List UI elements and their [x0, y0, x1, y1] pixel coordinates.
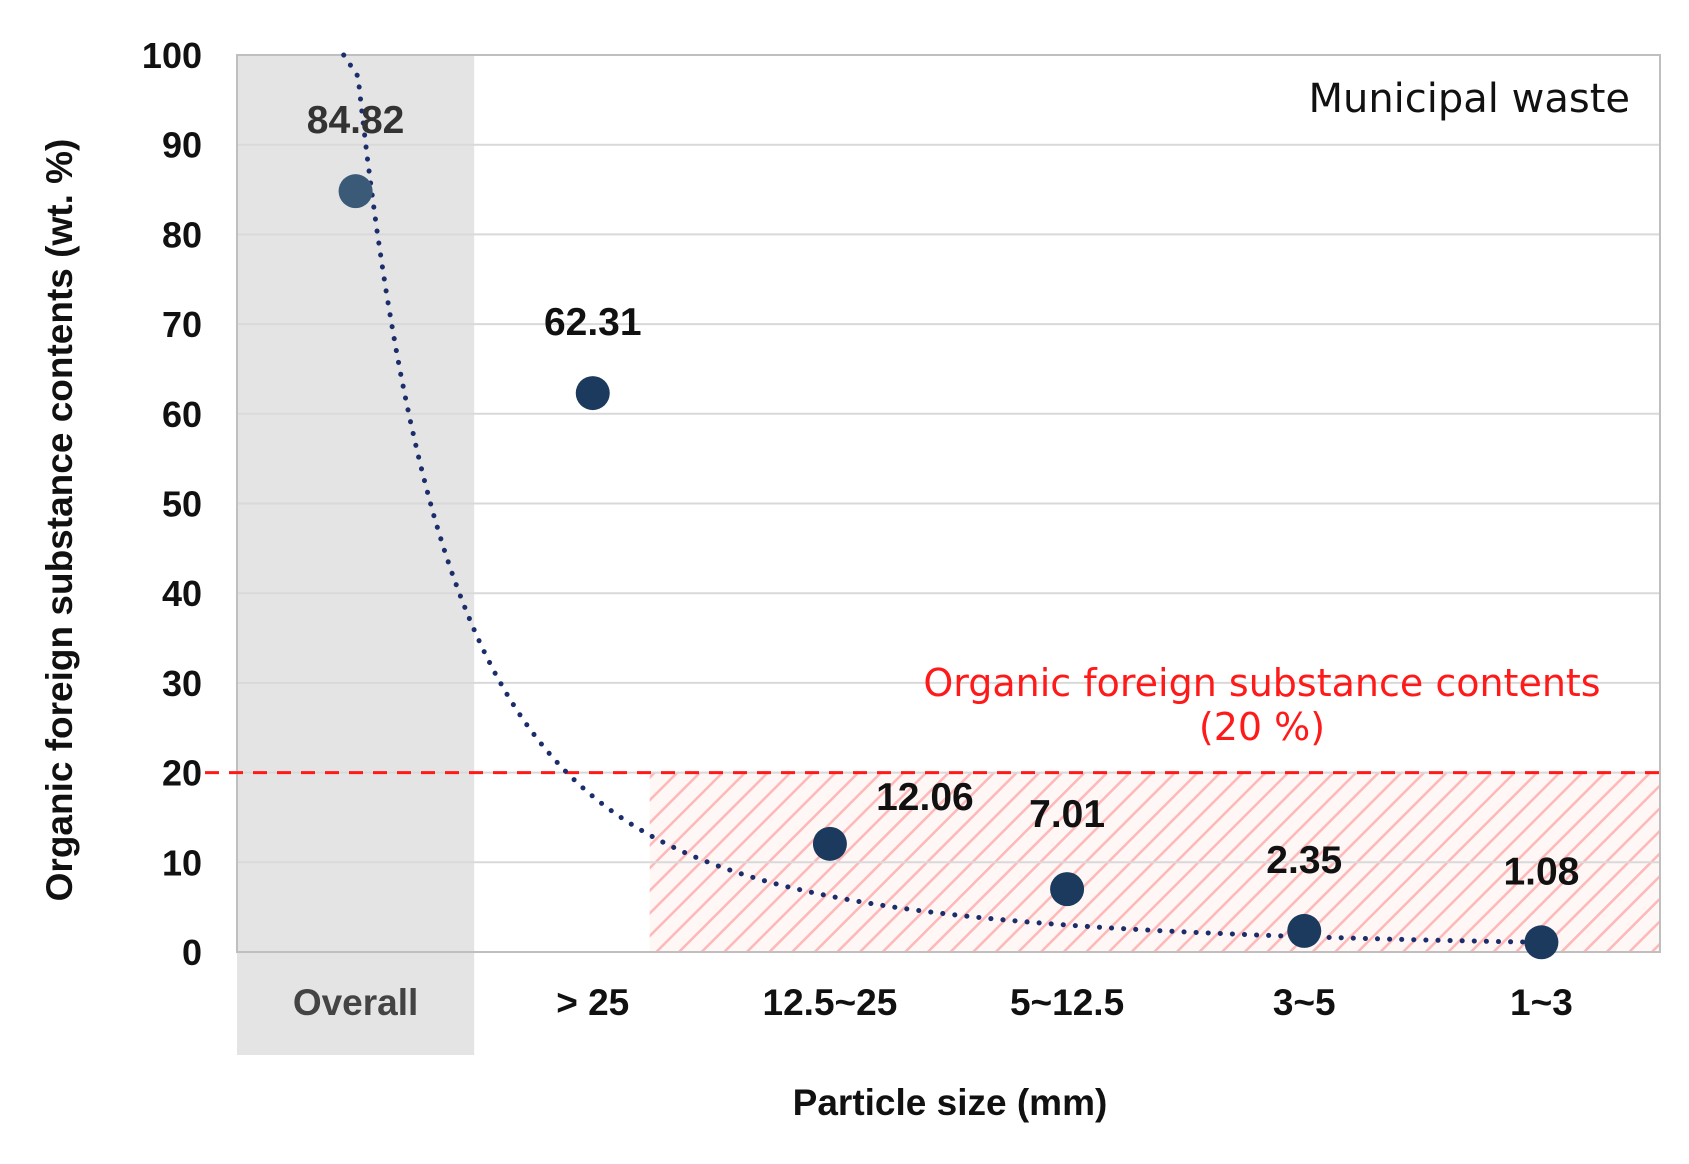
plot-area-frame	[236, 54, 1661, 953]
y-axis-title: Organic foreign substance contents (wt. …	[39, 139, 80, 902]
y-tick-label: 0	[182, 932, 202, 973]
data-point	[338, 174, 373, 209]
x-category-label: 5~12.5	[1010, 982, 1124, 1023]
y-tick-label: 70	[162, 304, 202, 345]
y-tick-label: 90	[162, 125, 202, 166]
x-axis-title: Particle size (mm)	[793, 1082, 1108, 1123]
data-value-label: 84.82	[307, 99, 405, 142]
x-category-label: Overall	[293, 982, 418, 1023]
y-tick-label: 40	[162, 573, 202, 614]
x-category-label: > 25	[556, 982, 629, 1023]
data-value-label: 62.31	[544, 301, 642, 344]
y-tick-label: 10	[162, 842, 202, 883]
y-tick-label: 80	[162, 214, 202, 255]
y-tick-label: 20	[162, 753, 202, 794]
y-tick-label: 50	[162, 484, 202, 525]
data-points	[338, 174, 1559, 960]
data-point	[1524, 925, 1559, 960]
data-value-label: 1.08	[1503, 850, 1579, 893]
trend-line	[341, 52, 1542, 945]
data-value-label: 2.35	[1266, 839, 1342, 882]
x-category-label: 3~5	[1273, 982, 1336, 1023]
overall-highlight-band	[237, 55, 475, 1055]
y-tick-label: 100	[142, 35, 202, 76]
data-point	[812, 826, 847, 861]
threshold-label-line1: Organic foreign substance contents	[923, 661, 1600, 705]
x-category-label: 1~3	[1510, 982, 1573, 1023]
data-point	[1287, 913, 1322, 948]
data-value-labels: 84.82 62.31 12.06 7.01 2.35 1.08	[307, 99, 1580, 893]
y-axis-tick-labels: 0 10 20 30 40 50 60 70 80 90 100	[142, 35, 202, 973]
data-value-label: 12.06	[876, 776, 974, 819]
chart-title: Municipal waste	[1308, 76, 1630, 122]
x-axis-category-labels: Overall > 25 12.5~25 5~12.5 3~5 1~3	[293, 982, 1573, 1023]
data-value-label: 7.01	[1029, 793, 1105, 836]
y-tick-label: 60	[162, 394, 202, 435]
data-point	[575, 376, 610, 411]
x-category-label: 12.5~25	[763, 982, 898, 1023]
data-point	[1050, 872, 1085, 907]
y-tick-label: 30	[162, 663, 202, 704]
threshold-label-line2: (20 %)	[1199, 705, 1325, 749]
